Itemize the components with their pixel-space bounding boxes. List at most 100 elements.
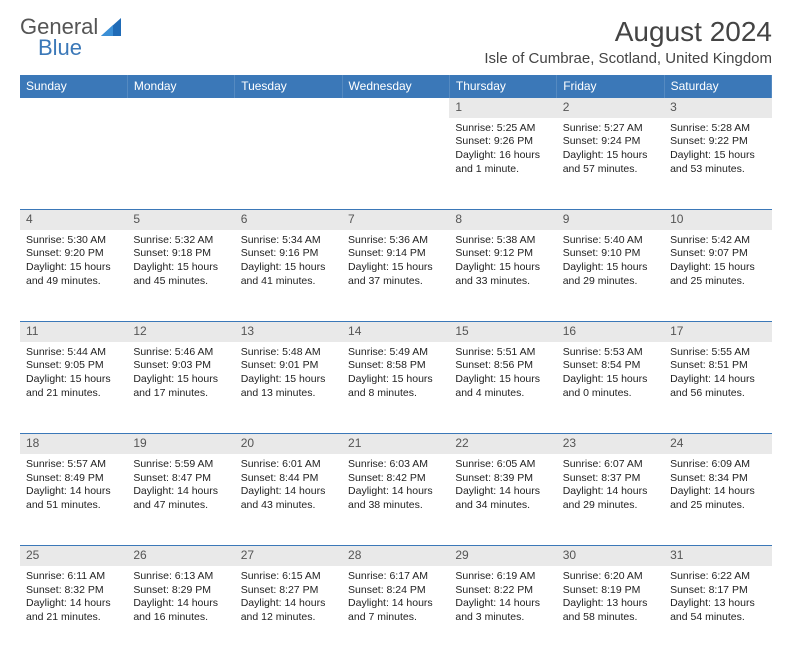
day-info-cell: Sunrise: 6:05 AMSunset: 8:39 PMDaylight:… <box>449 454 556 546</box>
page-header: General Blue August 2024 Isle of Cumbrae… <box>20 16 772 67</box>
day-number-cell: 1 <box>449 98 556 118</box>
sunset-text: Sunset: 8:29 PM <box>133 584 228 598</box>
daylight-text: and 54 minutes. <box>670 611 765 625</box>
day-info-cell: Sunrise: 5:57 AMSunset: 8:49 PMDaylight:… <box>20 454 127 546</box>
day-info-cell: Sunrise: 5:53 AMSunset: 8:54 PMDaylight:… <box>557 342 664 434</box>
daylight-text: and 13 minutes. <box>241 387 336 401</box>
dayname: Saturday <box>664 75 771 98</box>
daylight-text: and 4 minutes. <box>455 387 550 401</box>
daylight-text: and 21 minutes. <box>26 611 121 625</box>
day-info-cell: Sunrise: 5:59 AMSunset: 8:47 PMDaylight:… <box>127 454 234 546</box>
sunrise-text: Sunrise: 5:51 AM <box>455 346 550 360</box>
day-number-cell: 5 <box>127 210 234 230</box>
daylight-text: and 51 minutes. <box>26 499 121 513</box>
sunset-text: Sunset: 8:58 PM <box>348 359 443 373</box>
day-number-cell: 30 <box>557 546 664 566</box>
day-number-cell: 14 <box>342 322 449 342</box>
day-info-cell: Sunrise: 6:03 AMSunset: 8:42 PMDaylight:… <box>342 454 449 546</box>
dayname: Sunday <box>20 75 127 98</box>
sunrise-text: Sunrise: 5:25 AM <box>455 122 550 136</box>
day-number-cell: 8 <box>449 210 556 230</box>
daylight-text: and 29 minutes. <box>563 275 658 289</box>
day-info-cell: Sunrise: 5:55 AMSunset: 8:51 PMDaylight:… <box>664 342 771 434</box>
day-number-cell: 7 <box>342 210 449 230</box>
day-info-cell: Sunrise: 5:40 AMSunset: 9:10 PMDaylight:… <box>557 230 664 322</box>
day-info-cell: Sunrise: 5:25 AMSunset: 9:26 PMDaylight:… <box>449 118 556 210</box>
sunset-text: Sunset: 8:54 PM <box>563 359 658 373</box>
sunset-text: Sunset: 8:49 PM <box>26 472 121 486</box>
daynum-row: 11121314151617 <box>20 322 772 342</box>
daylight-text: and 29 minutes. <box>563 499 658 513</box>
sunset-text: Sunset: 9:20 PM <box>26 247 121 261</box>
sunrise-text: Sunrise: 5:48 AM <box>241 346 336 360</box>
day-number-cell: 15 <box>449 322 556 342</box>
brand-name-bottom: Blue <box>38 37 98 59</box>
daylight-text: and 8 minutes. <box>348 387 443 401</box>
day-number-cell: 23 <box>557 434 664 454</box>
brand-logo: General Blue <box>20 16 121 59</box>
sunrise-text: Sunrise: 5:34 AM <box>241 234 336 248</box>
daylight-text: and 7 minutes. <box>348 611 443 625</box>
sunset-text: Sunset: 8:37 PM <box>563 472 658 486</box>
daylight-text: Daylight: 15 hours <box>133 373 228 387</box>
daylight-text: and 17 minutes. <box>133 387 228 401</box>
day-info-row: Sunrise: 5:44 AMSunset: 9:05 PMDaylight:… <box>20 342 772 434</box>
day-info-cell <box>342 118 449 210</box>
sunrise-text: Sunrise: 5:27 AM <box>563 122 658 136</box>
daynum-row: 123 <box>20 98 772 118</box>
day-number-cell: 17 <box>664 322 771 342</box>
day-info-cell: Sunrise: 5:46 AMSunset: 9:03 PMDaylight:… <box>127 342 234 434</box>
daylight-text: Daylight: 15 hours <box>455 261 550 275</box>
sunrise-text: Sunrise: 6:20 AM <box>563 570 658 584</box>
day-number-cell: 6 <box>235 210 342 230</box>
day-info-cell: Sunrise: 5:36 AMSunset: 9:14 PMDaylight:… <box>342 230 449 322</box>
sunrise-text: Sunrise: 5:57 AM <box>26 458 121 472</box>
daylight-text: Daylight: 13 hours <box>563 597 658 611</box>
daylight-text: and 45 minutes. <box>133 275 228 289</box>
daylight-text: Daylight: 15 hours <box>455 373 550 387</box>
sunrise-text: Sunrise: 5:49 AM <box>348 346 443 360</box>
daylight-text: Daylight: 15 hours <box>133 261 228 275</box>
day-info-cell: Sunrise: 5:44 AMSunset: 9:05 PMDaylight:… <box>20 342 127 434</box>
sunset-text: Sunset: 9:18 PM <box>133 247 228 261</box>
daylight-text: and 49 minutes. <box>26 275 121 289</box>
day-number-cell: 3 <box>664 98 771 118</box>
daynum-row: 45678910 <box>20 210 772 230</box>
sunset-text: Sunset: 9:01 PM <box>241 359 336 373</box>
sunrise-text: Sunrise: 6:19 AM <box>455 570 550 584</box>
day-number-cell: 2 <box>557 98 664 118</box>
sunset-text: Sunset: 9:26 PM <box>455 135 550 149</box>
sunset-text: Sunset: 9:05 PM <box>26 359 121 373</box>
daylight-text: Daylight: 15 hours <box>348 261 443 275</box>
day-number-cell: 13 <box>235 322 342 342</box>
daylight-text: and 21 minutes. <box>26 387 121 401</box>
daylight-text: and 33 minutes. <box>455 275 550 289</box>
sunset-text: Sunset: 8:32 PM <box>26 584 121 598</box>
daylight-text: and 1 minute. <box>455 163 550 177</box>
sunrise-text: Sunrise: 5:59 AM <box>133 458 228 472</box>
day-info-cell: Sunrise: 5:34 AMSunset: 9:16 PMDaylight:… <box>235 230 342 322</box>
sunset-text: Sunset: 8:24 PM <box>348 584 443 598</box>
daylight-text: Daylight: 14 hours <box>241 485 336 499</box>
day-info-cell: Sunrise: 5:51 AMSunset: 8:56 PMDaylight:… <box>449 342 556 434</box>
sunset-text: Sunset: 8:22 PM <box>455 584 550 598</box>
dayname: Friday <box>557 75 664 98</box>
day-number-cell: 18 <box>20 434 127 454</box>
daylight-text: and 53 minutes. <box>670 163 765 177</box>
daylight-text: Daylight: 15 hours <box>26 261 121 275</box>
sunrise-text: Sunrise: 6:15 AM <box>241 570 336 584</box>
sunset-text: Sunset: 8:19 PM <box>563 584 658 598</box>
day-number-cell <box>20 98 127 118</box>
sunrise-text: Sunrise: 5:30 AM <box>26 234 121 248</box>
sunset-text: Sunset: 9:24 PM <box>563 135 658 149</box>
day-info-cell <box>127 118 234 210</box>
day-number-cell: 31 <box>664 546 771 566</box>
sunrise-text: Sunrise: 6:22 AM <box>670 570 765 584</box>
dayname: Monday <box>127 75 234 98</box>
day-info-row: Sunrise: 5:57 AMSunset: 8:49 PM Daylight:… <box>20 454 772 546</box>
sunrise-text: Sunrise: 5:55 AM <box>670 346 765 360</box>
daylight-text: and 57 minutes. <box>563 163 658 177</box>
sunset-text: Sunset: 8:17 PM <box>670 584 765 598</box>
day-info-cell: Sunrise: 6:09 AMSunset: 8:34 PMDaylight:… <box>664 454 771 546</box>
sunset-text: Sunset: 8:27 PM <box>241 584 336 598</box>
